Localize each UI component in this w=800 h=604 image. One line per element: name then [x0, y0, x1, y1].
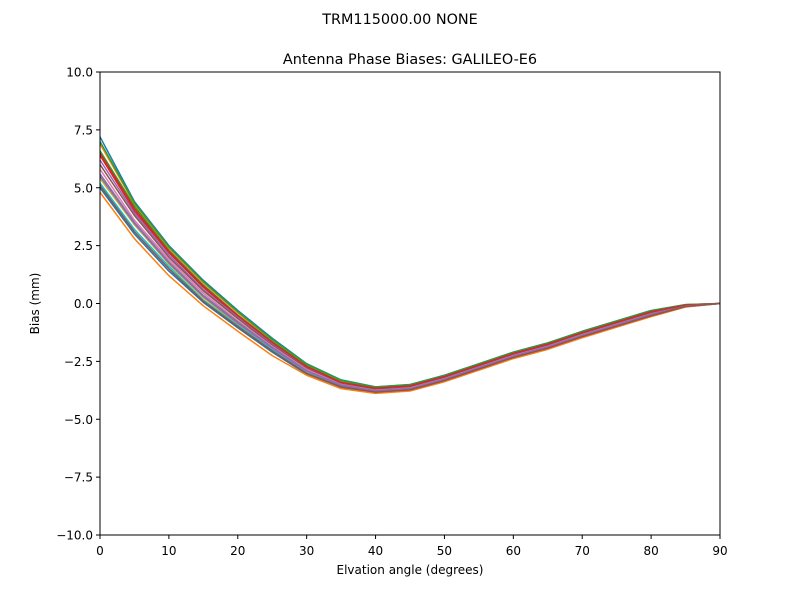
y-tick-label: 0.0	[74, 297, 93, 311]
series-layer	[99, 136, 721, 395]
x-tick-label: 70	[575, 544, 590, 558]
x-tick-label: 20	[230, 544, 245, 558]
series-line-11	[99, 191, 721, 395]
y-tick-label: −10.0	[56, 529, 93, 543]
series-line-13	[99, 152, 721, 389]
x-axis: 0 10 20 30 40 50 60 70 80 90	[96, 535, 728, 558]
series-line-15	[99, 184, 721, 393]
y-tick-label: −2.5	[64, 355, 93, 369]
y-tick-label: −5.0	[64, 413, 93, 427]
x-tick-label: 90	[712, 544, 727, 558]
x-tick-label: 80	[643, 544, 658, 558]
figure-suptitle: TRM115000.00 NONE	[321, 12, 478, 28]
y-tick-label: 10.0	[66, 66, 93, 80]
x-tick-label: 60	[506, 544, 521, 558]
x-tick-label: 30	[299, 544, 314, 558]
chart-title: Antenna Phase Biases: GALILEO-E6	[283, 52, 537, 68]
y-tick-label: 2.5	[74, 239, 93, 253]
x-tick-label: 10	[161, 544, 176, 558]
series-line-14	[99, 175, 721, 392]
y-axis-label: Bias (mm)	[28, 273, 42, 335]
x-axis-label: Elvation angle (degrees)	[337, 563, 484, 577]
y-tick-label: 7.5	[74, 123, 93, 137]
series-line-0	[99, 136, 721, 388]
y-tick-label: −7.5	[64, 471, 93, 485]
y-axis: −10.0 −7.5 −5.0 −2.5 0.0 2.5 5.0 7.5 10.0	[56, 66, 100, 543]
series-line-12	[99, 141, 721, 388]
x-tick-label: 50	[437, 544, 452, 558]
x-tick-label: 0	[96, 544, 104, 558]
y-tick-label: 5.0	[74, 181, 93, 195]
x-tick-label: 40	[368, 544, 383, 558]
series-line-1	[99, 143, 721, 389]
plot-frame	[99, 71, 721, 536]
